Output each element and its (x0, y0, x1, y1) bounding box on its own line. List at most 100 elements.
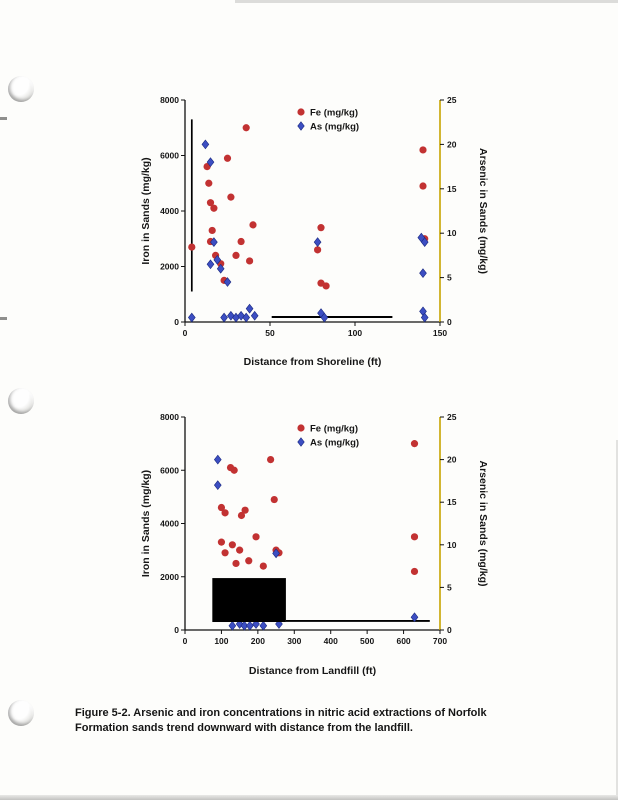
fe-point (252, 533, 260, 541)
fe-point (210, 204, 218, 212)
x-tick-label: 0 (183, 328, 188, 338)
left-axis-title: Iron in Sands (mg/kg) (140, 470, 152, 577)
punch-hole-middle (8, 388, 34, 414)
left-y-tick-label: 4000 (160, 519, 179, 529)
as-point (242, 312, 251, 323)
legend-as-marker (297, 437, 305, 447)
as-point (187, 312, 196, 323)
left-y-tick-label: 0 (174, 625, 179, 635)
x-tick-label: 600 (396, 636, 410, 646)
as-point (420, 312, 429, 323)
fe-point (236, 546, 244, 554)
as-point (220, 312, 228, 323)
legend-label: Fe (mg/kg) (310, 424, 358, 435)
right-axis-title: Arsenic in Sands (mg/kg) (477, 460, 489, 586)
as-point (227, 310, 235, 321)
fe-point (221, 549, 229, 557)
as-point (320, 312, 329, 323)
figure-caption-line-1: Figure 5-2. Arsenic and iron concentrati… (75, 707, 487, 719)
x-tick-label: 100 (348, 328, 362, 338)
chart-distance-from-landfill: 0 2000 4000 6000 8000 0 5 10 15 20 25 0 100 200 300 400… (140, 412, 489, 677)
right-y-tick-label: 5 (447, 273, 452, 283)
legend-fe-marker (297, 424, 305, 432)
fe-point (232, 251, 240, 259)
fe-point (188, 243, 196, 251)
fe-point (246, 257, 254, 265)
right-y-tick-label: 0 (447, 625, 452, 635)
fe-point (317, 224, 325, 232)
scan-artifact-dash (0, 317, 7, 320)
as-point (259, 620, 268, 631)
fe-point (228, 541, 236, 549)
fe-point (232, 559, 240, 568)
as-point (237, 310, 245, 321)
right-y-tick-label: 25 (447, 412, 457, 422)
left-y-tick-label: 6000 (160, 151, 179, 161)
left-y-tick-label: 8000 (160, 412, 179, 422)
fe-point (221, 509, 229, 517)
as-point (210, 237, 218, 247)
figure-caption-line-2: Formation sands trend downward with dist… (75, 722, 413, 735)
fe-point (419, 182, 427, 190)
legend-label: Fe (mg/kg) (310, 108, 358, 119)
as-point (410, 612, 419, 623)
as-point (313, 237, 322, 247)
as-point (250, 310, 259, 321)
fe-point (419, 146, 427, 154)
fe-point (267, 456, 275, 464)
left-y-tick-label: 4000 (160, 206, 179, 216)
x-tick-label: 400 (324, 636, 338, 646)
legend-label: As (mg/kg) (310, 122, 359, 133)
fe-point (206, 199, 215, 207)
fe-point (230, 466, 238, 474)
as-point (420, 237, 429, 247)
fe-point (410, 567, 419, 576)
as-point (216, 263, 225, 274)
right-y-tick-label: 0 (447, 317, 452, 327)
fe-point (249, 221, 257, 229)
x-tick-label: 0 (183, 636, 188, 646)
fe-point (217, 538, 226, 546)
x-tick-label: 500 (360, 636, 374, 646)
right-y-tick-label: 10 (447, 228, 457, 238)
legend-fe-marker (297, 108, 305, 116)
as-point (245, 303, 254, 314)
page-edge-right (616, 440, 618, 800)
as-point (246, 620, 254, 631)
page-edge-top (234, 0, 618, 3)
punch-hole-top (8, 76, 34, 102)
annotation-redaction-rect (212, 578, 286, 623)
scan-artifact-dash (0, 117, 7, 120)
fe-point (227, 193, 235, 201)
fe-point (237, 511, 246, 520)
fe-point (322, 282, 330, 290)
fe-point (205, 179, 213, 187)
left-y-tick-label: 8000 (160, 95, 179, 105)
as-point (419, 268, 427, 279)
right-y-tick-label: 15 (447, 184, 457, 194)
left-y-tick-label: 0 (174, 317, 179, 327)
fe-point (241, 506, 249, 514)
fe-point (217, 503, 226, 512)
fe-point (208, 226, 216, 235)
x-tick-label: 50 (265, 328, 275, 338)
as-point (206, 157, 215, 168)
left-axis-title: Iron in Sands (mg/kg) (140, 157, 152, 264)
fe-point (237, 237, 245, 246)
as-point (272, 548, 280, 559)
fe-point (314, 246, 322, 254)
fe-point (242, 124, 250, 132)
left-y-tick-label: 2000 (160, 262, 179, 272)
x-tick-label: 150 (433, 328, 447, 338)
as-point (201, 139, 210, 150)
right-axis-title: Arsenic in Sands (mg/kg) (477, 148, 489, 274)
page-edge-bottom (0, 795, 618, 800)
legend-label: As (mg/kg) (310, 438, 359, 449)
x-tick-label: 100 (214, 636, 228, 646)
fe-point (259, 562, 267, 570)
fe-point (270, 495, 278, 504)
fe-point (410, 440, 419, 448)
as-point (223, 277, 232, 287)
right-y-tick-label: 5 (447, 582, 452, 592)
